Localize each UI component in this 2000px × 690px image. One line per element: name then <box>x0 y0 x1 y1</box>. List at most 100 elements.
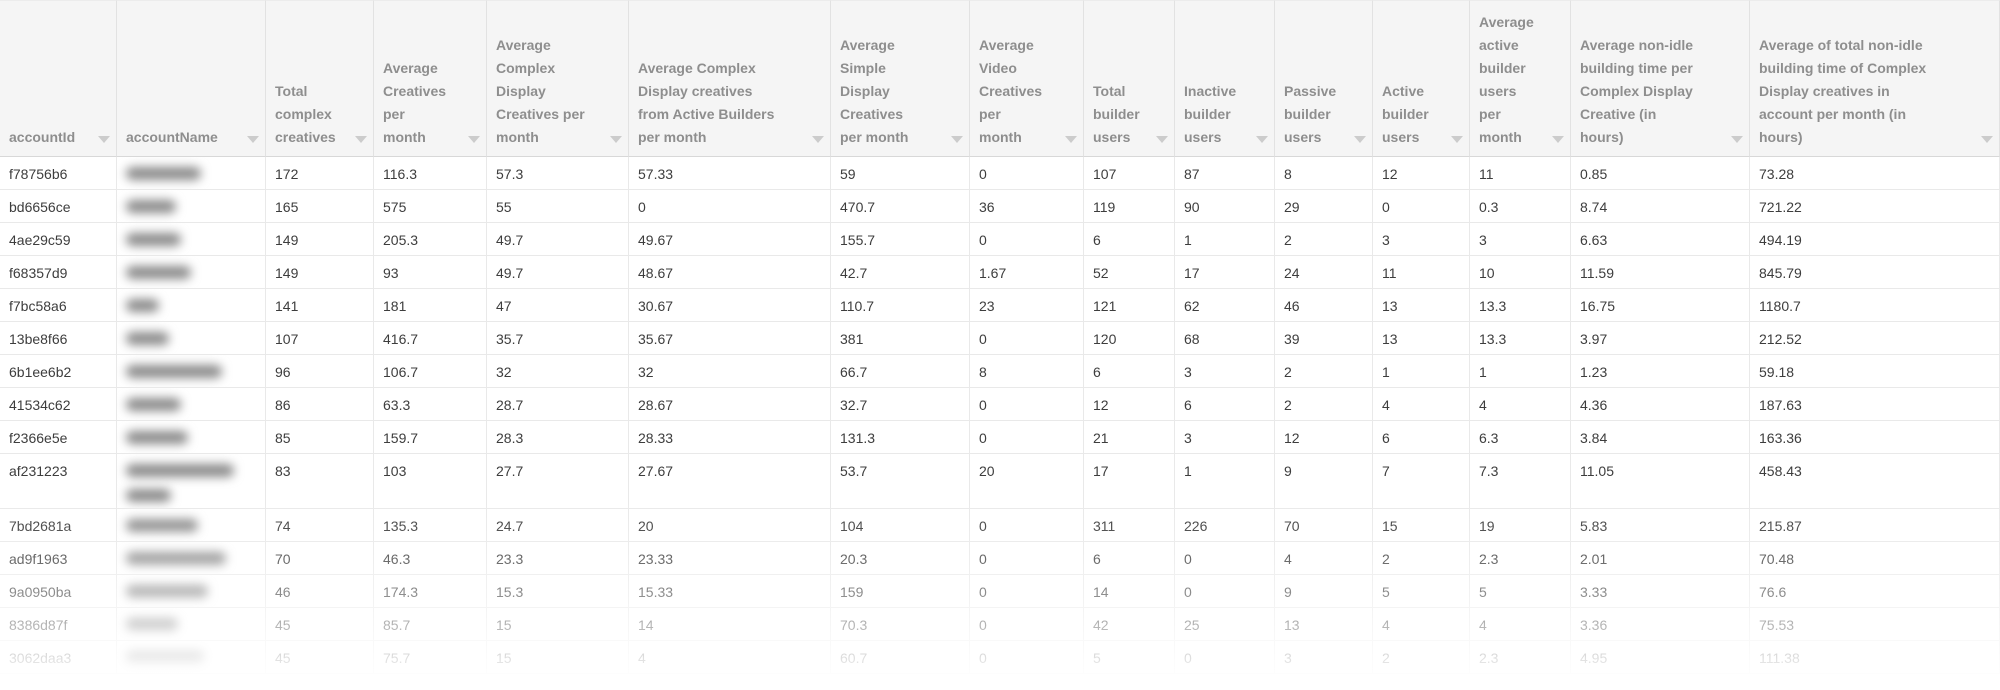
cell-avgSimpleDisplayPerMonth[interactable]: 70.3 <box>831 608 970 641</box>
cell-avgVideoCreativesPerMonth[interactable]: 36 <box>970 190 1084 223</box>
column-header-avgSimpleDisplayPerMonth[interactable]: Average Simple Display Creatives per mon… <box>831 0 970 157</box>
cell-totalBuilderUsers[interactable]: 107 <box>1084 157 1175 190</box>
cell-activeBuilderUsers[interactable]: 12 <box>1373 157 1470 190</box>
cell-avgCreativesPerMonth[interactable]: 416.7 <box>374 322 487 355</box>
cell-passiveBuilderUsers[interactable]: 4 <box>1275 542 1373 575</box>
cell-avgComplexDisplayPerMonth[interactable]: 15.3 <box>487 575 629 608</box>
cell-passiveBuilderUsers[interactable]: 70 <box>1275 509 1373 542</box>
cell-passiveBuilderUsers[interactable]: 13 <box>1275 608 1373 641</box>
cell-avgNonIdleBuildingTime[interactable]: 3.33 <box>1571 575 1750 608</box>
filter-dropdown-icon[interactable] <box>1731 136 1743 143</box>
cell-accountId[interactable]: 13be8f66 <box>0 322 117 355</box>
cell-avgNonIdleBuildingTime[interactable]: 3.97 <box>1571 322 1750 355</box>
cell-accountName[interactable] <box>117 322 266 355</box>
filter-dropdown-icon[interactable] <box>247 136 259 143</box>
cell-avgComplexDisplayFromActiveBuilders[interactable]: 0 <box>629 190 831 223</box>
cell-activeBuilderUsers[interactable]: 13 <box>1373 289 1470 322</box>
cell-avgComplexDisplayFromActiveBuilders[interactable]: 49.67 <box>629 223 831 256</box>
cell-avgVideoCreativesPerMonth[interactable]: 1.67 <box>970 256 1084 289</box>
cell-avgSimpleDisplayPerMonth[interactable]: 159 <box>831 575 970 608</box>
cell-avgComplexDisplayFromActiveBuilders[interactable]: 48.67 <box>629 256 831 289</box>
cell-avgTotalNonIdleBuildingTime[interactable]: 1180.7 <box>1750 289 2000 322</box>
cell-avgCreativesPerMonth[interactable]: 159.7 <box>374 421 487 454</box>
cell-totalBuilderUsers[interactable]: 311 <box>1084 509 1175 542</box>
cell-avgVideoCreativesPerMonth[interactable]: 0 <box>970 388 1084 421</box>
cell-avgSimpleDisplayPerMonth[interactable]: 32.7 <box>831 388 970 421</box>
filter-dropdown-icon[interactable] <box>1451 136 1463 143</box>
cell-passiveBuilderUsers[interactable]: 2 <box>1275 355 1373 388</box>
column-header-avgNonIdleBuildingTime[interactable]: Average non-idle building time per Compl… <box>1571 0 1750 157</box>
cell-accountName[interactable] <box>117 509 266 542</box>
cell-totalComplexCreatives[interactable]: 46 <box>266 575 374 608</box>
cell-accountId[interactable]: f68357d9 <box>0 256 117 289</box>
cell-avgVideoCreativesPerMonth[interactable]: 0 <box>970 575 1084 608</box>
cell-accountId[interactable]: 41534c62 <box>0 388 117 421</box>
cell-totalBuilderUsers[interactable]: 12 <box>1084 388 1175 421</box>
cell-inactiveBuilderUsers[interactable]: 0 <box>1175 575 1275 608</box>
cell-totalComplexCreatives[interactable]: 45 <box>266 641 374 674</box>
cell-totalComplexCreatives[interactable]: 70 <box>266 542 374 575</box>
cell-avgVideoCreativesPerMonth[interactable]: 0 <box>970 223 1084 256</box>
column-header-accountName[interactable]: accountName <box>117 0 266 157</box>
cell-accountId[interactable]: f2366e5e <box>0 421 117 454</box>
cell-avgTotalNonIdleBuildingTime[interactable]: 111.38 <box>1750 641 2000 674</box>
cell-passiveBuilderUsers[interactable]: 12 <box>1275 421 1373 454</box>
cell-avgComplexDisplayPerMonth[interactable]: 28.3 <box>487 421 629 454</box>
cell-avgComplexDisplayFromActiveBuilders[interactable]: 57.33 <box>629 157 831 190</box>
cell-avgComplexDisplayPerMonth[interactable]: 27.7 <box>487 454 629 509</box>
cell-avgTotalNonIdleBuildingTime[interactable]: 494.19 <box>1750 223 2000 256</box>
cell-avgComplexDisplayFromActiveBuilders[interactable]: 23.33 <box>629 542 831 575</box>
cell-avgNonIdleBuildingTime[interactable]: 6.63 <box>1571 223 1750 256</box>
cell-avgActiveBuilderUsersPerMonth[interactable]: 6.3 <box>1470 421 1571 454</box>
cell-totalComplexCreatives[interactable]: 107 <box>266 322 374 355</box>
cell-avgTotalNonIdleBuildingTime[interactable]: 215.87 <box>1750 509 2000 542</box>
cell-passiveBuilderUsers[interactable]: 2 <box>1275 388 1373 421</box>
cell-avgSimpleDisplayPerMonth[interactable]: 155.7 <box>831 223 970 256</box>
cell-avgCreativesPerMonth[interactable]: 174.3 <box>374 575 487 608</box>
filter-dropdown-icon[interactable] <box>98 136 110 143</box>
cell-totalBuilderUsers[interactable]: 6 <box>1084 542 1175 575</box>
cell-avgComplexDisplayPerMonth[interactable]: 24.7 <box>487 509 629 542</box>
column-header-totalComplexCreatives[interactable]: Total complex creatives <box>266 0 374 157</box>
cell-avgComplexDisplayFromActiveBuilders[interactable]: 14 <box>629 608 831 641</box>
cell-avgComplexDisplayFromActiveBuilders[interactable]: 20 <box>629 509 831 542</box>
cell-avgComplexDisplayPerMonth[interactable]: 15 <box>487 608 629 641</box>
cell-totalBuilderUsers[interactable]: 6 <box>1084 355 1175 388</box>
filter-dropdown-icon[interactable] <box>1256 136 1268 143</box>
cell-avgComplexDisplayFromActiveBuilders[interactable]: 35.67 <box>629 322 831 355</box>
filter-dropdown-icon[interactable] <box>1065 136 1077 143</box>
cell-activeBuilderUsers[interactable]: 1 <box>1373 355 1470 388</box>
cell-avgComplexDisplayPerMonth[interactable]: 49.7 <box>487 223 629 256</box>
cell-accountId[interactable]: bd6656ce <box>0 190 117 223</box>
cell-avgNonIdleBuildingTime[interactable]: 11.59 <box>1571 256 1750 289</box>
cell-avgNonIdleBuildingTime[interactable]: 5.83 <box>1571 509 1750 542</box>
cell-avgTotalNonIdleBuildingTime[interactable]: 845.79 <box>1750 256 2000 289</box>
cell-avgComplexDisplayPerMonth[interactable]: 35.7 <box>487 322 629 355</box>
column-header-avgComplexDisplayFromActiveBuilders[interactable]: Average Complex Display creatives from A… <box>629 0 831 157</box>
cell-accountName[interactable] <box>117 388 266 421</box>
cell-avgComplexDisplayPerMonth[interactable]: 23.3 <box>487 542 629 575</box>
cell-avgSimpleDisplayPerMonth[interactable]: 53.7 <box>831 454 970 509</box>
filter-dropdown-icon[interactable] <box>812 136 824 143</box>
cell-avgComplexDisplayFromActiveBuilders[interactable]: 28.67 <box>629 388 831 421</box>
cell-avgNonIdleBuildingTime[interactable]: 11.05 <box>1571 454 1750 509</box>
cell-avgVideoCreativesPerMonth[interactable]: 0 <box>970 608 1084 641</box>
cell-inactiveBuilderUsers[interactable]: 1 <box>1175 223 1275 256</box>
cell-avgNonIdleBuildingTime[interactable]: 1.23 <box>1571 355 1750 388</box>
cell-avgActiveBuilderUsersPerMonth[interactable]: 2.3 <box>1470 641 1571 674</box>
cell-avgComplexDisplayFromActiveBuilders[interactable]: 32 <box>629 355 831 388</box>
cell-accountName[interactable] <box>117 256 266 289</box>
cell-avgNonIdleBuildingTime[interactable]: 2.01 <box>1571 542 1750 575</box>
cell-passiveBuilderUsers[interactable]: 9 <box>1275 454 1373 509</box>
cell-passiveBuilderUsers[interactable]: 39 <box>1275 322 1373 355</box>
cell-passiveBuilderUsers[interactable]: 3 <box>1275 641 1373 674</box>
cell-avgActiveBuilderUsersPerMonth[interactable]: 2.3 <box>1470 542 1571 575</box>
cell-totalBuilderUsers[interactable]: 120 <box>1084 322 1175 355</box>
cell-inactiveBuilderUsers[interactable]: 226 <box>1175 509 1275 542</box>
cell-totalComplexCreatives[interactable]: 149 <box>266 256 374 289</box>
cell-avgVideoCreativesPerMonth[interactable]: 0 <box>970 322 1084 355</box>
cell-avgComplexDisplayPerMonth[interactable]: 55 <box>487 190 629 223</box>
cell-accountName[interactable] <box>117 223 266 256</box>
cell-avgComplexDisplayPerMonth[interactable]: 15 <box>487 641 629 674</box>
cell-avgComplexDisplayPerMonth[interactable]: 28.7 <box>487 388 629 421</box>
